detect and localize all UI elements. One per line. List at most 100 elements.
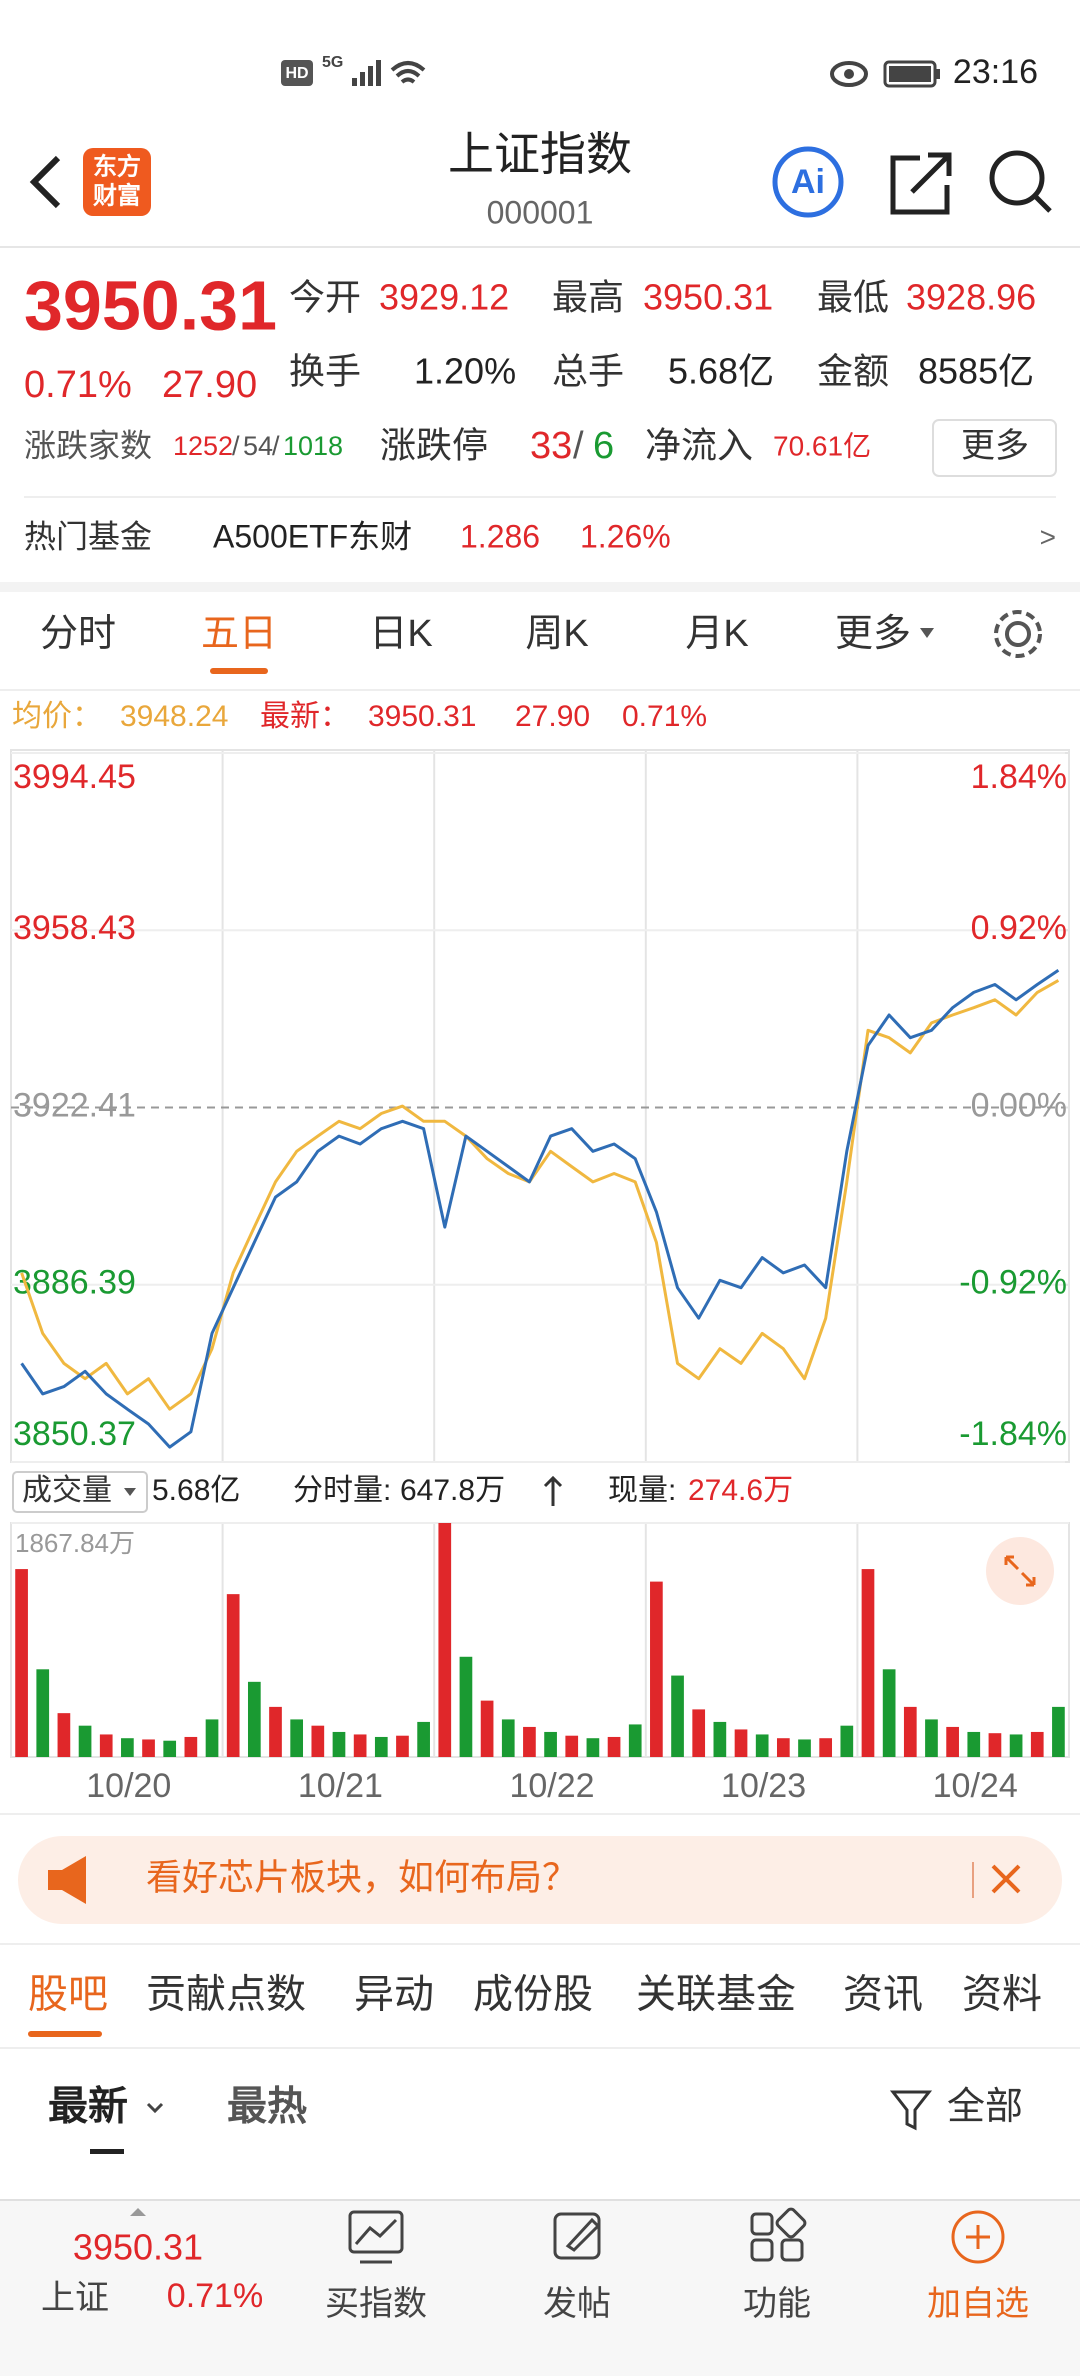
tab[interactable]: 股吧	[28, 1973, 108, 2017]
field-value: 5.68亿	[668, 351, 774, 392]
volume-bar	[776, 1738, 790, 1757]
fund-change: 1.26%	[580, 518, 671, 554]
down-count: 1018	[283, 431, 343, 461]
volume-bar	[332, 1731, 346, 1757]
breadth-label: 涨跌家数	[24, 427, 152, 463]
sort-option[interactable]: 最新	[48, 2085, 128, 2129]
y2-tick-label: -1.84%	[959, 1415, 1067, 1453]
legend-value: 3948.24	[120, 700, 228, 733]
price: 3950.31	[24, 266, 277, 344]
filter-label[interactable]: 全部	[947, 2086, 1023, 2128]
tab[interactable]: 贡献点数	[146, 1973, 306, 2017]
tick-vol-label: 分时量:	[293, 1474, 391, 1507]
volume-bar	[1030, 1731, 1044, 1757]
volume-bar	[417, 1721, 430, 1757]
time: 23:16	[953, 53, 1038, 91]
bottom-item[interactable]: 功能	[743, 2285, 811, 2323]
search-button[interactable]	[989, 150, 1052, 213]
volume-selector[interactable]	[12, 1471, 148, 1513]
tab[interactable]: 关联基金	[636, 1973, 796, 2017]
chart-tab[interactable]: 月K	[685, 613, 748, 655]
share-button[interactable]	[890, 152, 952, 215]
field-label: 换手	[289, 351, 361, 392]
volume-bar	[819, 1738, 833, 1757]
banner[interactable]	[18, 1836, 1062, 1924]
volume-bar	[353, 1734, 367, 1757]
volume-bar	[1009, 1734, 1023, 1757]
fund-name[interactable]: A500ETF东财	[213, 518, 412, 554]
volume-bar	[184, 1736, 198, 1757]
field-value: 3950.31	[643, 277, 773, 318]
chart-tab[interactable]: 分时	[40, 613, 116, 655]
legend-label: 最新：	[260, 700, 350, 733]
chart-tab[interactable]: 更多	[835, 613, 911, 655]
banner-text[interactable]: 看好芯片板块，如何布局？	[146, 1857, 578, 1898]
volume-bar	[57, 1713, 71, 1757]
volume-bar	[374, 1736, 388, 1757]
tab[interactable]: 资料	[962, 1973, 1042, 2017]
netflow: 70.61亿	[773, 430, 871, 461]
y2-tick-label: 1.84%	[971, 758, 1067, 796]
tab[interactable]: 资讯	[843, 1973, 923, 2017]
volume-bar	[544, 1731, 557, 1757]
tab[interactable]: 成份股	[473, 1973, 593, 2017]
bottom-item[interactable]: 发帖	[543, 2285, 611, 2323]
fund-arrow[interactable]: >	[1040, 521, 1056, 552]
volume-bar	[798, 1739, 811, 1757]
back-button[interactable]	[29, 155, 61, 209]
volume-bar	[459, 1656, 473, 1757]
y-tick-label: 3922.41	[13, 1086, 136, 1124]
bottom-item[interactable]: 买指数	[325, 2285, 427, 2323]
field-value: 1.20%	[414, 351, 516, 392]
code: 000001	[487, 194, 594, 230]
expand-arrow	[130, 2208, 146, 2216]
now-vol-label: 现量:	[608, 1474, 676, 1507]
volume-bar	[121, 1738, 134, 1757]
volume-bar	[650, 1581, 663, 1757]
chart-tab[interactable]: 日K	[369, 613, 432, 655]
sort-option[interactable]: 最热	[227, 2085, 307, 2129]
volume-bar	[205, 1719, 219, 1757]
now-vol: 274.6万	[688, 1474, 793, 1507]
x-tick-label: 10/20	[86, 1767, 171, 1805]
logo	[83, 148, 151, 216]
field-value: 3929.12	[379, 277, 509, 318]
volume-bar	[163, 1740, 177, 1757]
y2-tick-label: 0.92%	[971, 909, 1067, 947]
tab-underline	[210, 668, 268, 674]
volume-bar	[396, 1735, 409, 1757]
volume-selector-label[interactable]: 成交量	[22, 1474, 112, 1507]
chart-tab[interactable]: 五日	[201, 613, 277, 655]
index-pct: 0.71%	[167, 2277, 263, 2315]
bottom-bar	[0, 2200, 1080, 2376]
y-tick-label: 3886.39	[13, 1264, 136, 1302]
volume-bar	[967, 1731, 981, 1757]
x-tick-label: 10/24	[933, 1767, 1018, 1805]
tab[interactable]: 异动	[354, 1973, 434, 2017]
volume-bar	[628, 1724, 642, 1757]
netflow-label: 净流入	[645, 425, 753, 466]
filter-icon[interactable]	[889, 2090, 933, 2131]
field-value: 8585亿	[918, 351, 1034, 392]
volume-bar	[861, 1569, 875, 1757]
bottom-item[interactable]: 加自选	[927, 2285, 1029, 2323]
chart-frame	[10, 749, 1070, 1463]
hd-icon: HD	[285, 65, 308, 82]
ai-label[interactable]: Ai	[791, 163, 825, 201]
settings-button[interactable]	[994, 610, 1042, 658]
volume-bar	[290, 1719, 304, 1757]
expand-button[interactable]	[986, 1537, 1054, 1605]
chart-tab[interactable]: 周K	[525, 613, 588, 655]
volume-bar	[586, 1738, 600, 1757]
status-icons	[281, 60, 940, 88]
volume-bar	[713, 1721, 727, 1757]
close-button[interactable]	[991, 1864, 1021, 1894]
volume-bar	[565, 1735, 579, 1757]
x-tick-label: 10/21	[298, 1767, 383, 1805]
more-button[interactable]	[932, 419, 1057, 477]
ai-button[interactable]	[772, 146, 844, 218]
volume-total: 5.68亿	[152, 1474, 240, 1507]
volume-bar	[882, 1669, 896, 1757]
sort-underline	[90, 2149, 124, 2154]
more-label[interactable]: 更多	[961, 427, 1029, 465]
